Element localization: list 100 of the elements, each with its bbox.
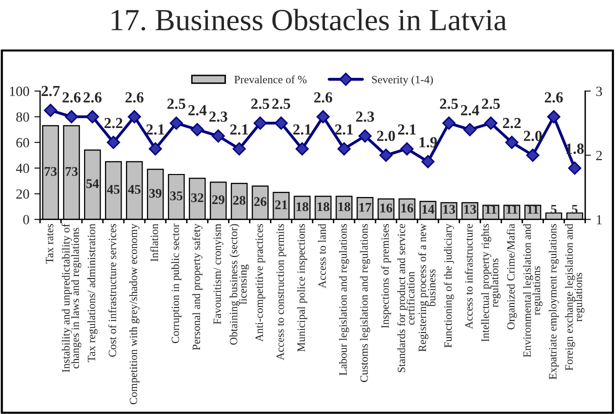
y-tick-label: 20: [16, 189, 30, 199]
x-tick-label: Access to construction permits: [276, 224, 286, 360]
data-label: 2.7: [42, 86, 60, 96]
data-label: 2.6: [125, 92, 144, 103]
data-label: 2.1: [335, 124, 353, 135]
x-tick-label: Competition with grey/shadow economy: [129, 224, 140, 404]
data-label: 2.1: [293, 124, 311, 135]
data-label: 13: [443, 204, 456, 214]
x-tick-label: Expatriate employment regulations: [548, 224, 559, 380]
point: [526, 148, 540, 162]
point: [64, 110, 78, 124]
x-tick-label: Customs legislation and regulations: [360, 224, 370, 382]
x-tick-label: Environmental legislation and regulations: [523, 224, 543, 358]
data-label: 5: [572, 204, 578, 214]
x-tick-label: Registering process of a new business: [418, 224, 436, 352]
x-tick-label: Municipal police inspections: [297, 224, 308, 352]
data-label: 2.1: [146, 124, 164, 135]
data-label: 2.6: [84, 92, 102, 103]
point: [212, 129, 225, 143]
point: [379, 148, 393, 162]
data-label: 17: [360, 202, 372, 212]
point: [337, 142, 351, 156]
x-tick-label: Labour legislation and regulations: [339, 224, 350, 376]
data-label: 2.5: [440, 98, 458, 110]
data-label: 21: [275, 200, 288, 210]
data-label: 18: [338, 202, 350, 212]
x-tick-label: Personal and property safety: [192, 224, 202, 350]
point: [296, 142, 309, 156]
data-label: 18: [318, 202, 330, 212]
y-tick-label: 80: [16, 112, 30, 122]
data-label: 2.4: [460, 105, 480, 116]
point: [547, 110, 560, 124]
chart-title: 17. Business Obstacles in Latvia: [112, 8, 507, 31]
data-label: 1.9: [420, 137, 437, 148]
y-tick-label: 0: [23, 215, 30, 224]
x-tick-label: Obtaining business (sector) licensing: [230, 224, 249, 345]
point: [44, 104, 58, 117]
data-label: 2.5: [251, 98, 270, 110]
data-label: 73: [44, 167, 57, 176]
data-label: 45: [128, 185, 141, 194]
data-label: 2.6: [314, 92, 332, 103]
point: [568, 161, 582, 175]
point: [400, 142, 414, 156]
point: [463, 122, 476, 136]
point: [86, 110, 100, 124]
data-label: 2.3: [356, 112, 374, 122]
data-label: 2.5: [272, 98, 290, 110]
x-tick-label: Standards for product and service certification: [397, 224, 414, 372]
data-label: 29: [212, 195, 224, 204]
data-label: 2.6: [62, 92, 81, 103]
x-tick-label: Inflation: [150, 224, 158, 262]
x-tick-label: Access to land: [318, 224, 326, 288]
data-label: 35: [170, 191, 182, 200]
x-tick-label: Tax rates: [46, 224, 54, 264]
point: [505, 136, 518, 150]
data-label: 11: [486, 204, 496, 214]
data-label: 39: [149, 188, 162, 198]
data-label: 2.1: [230, 124, 248, 135]
point: [190, 122, 204, 136]
point: [232, 142, 246, 156]
data-label: 32: [191, 193, 204, 202]
data-label: 13: [464, 204, 476, 214]
data-label: 2.5: [167, 98, 186, 110]
point: [128, 110, 141, 124]
data-label: 54: [86, 179, 99, 188]
x-tick-label: Cost of infrastructure services: [108, 224, 116, 357]
legend-label: Severity (1-4): [372, 75, 433, 86]
point: [421, 155, 435, 168]
point: [358, 129, 372, 143]
data-label: 2.2: [502, 118, 521, 128]
x-tick-label: Inspections of premises: [380, 224, 392, 328]
data-label: 14: [422, 204, 434, 214]
data-label: 2.4: [188, 105, 207, 116]
data-label: 26: [254, 197, 266, 206]
point: [254, 116, 267, 130]
data-label: 73: [66, 167, 78, 176]
data-label: 2.5: [482, 98, 500, 110]
x-tick-label: Intellectual property rights regulations: [481, 224, 501, 342]
y-tick-label: 40: [16, 164, 30, 174]
data-label: 2.2: [104, 118, 122, 128]
data-label: 2.6: [544, 92, 563, 103]
data-label: 2.0: [377, 130, 395, 142]
x-tick-label: Organized Crime/Mafia: [506, 224, 517, 330]
y2-tick-label: 2: [596, 150, 602, 160]
y2-tick-label: 3: [596, 86, 602, 96]
data-label: 2.3: [209, 112, 228, 122]
point: [484, 116, 498, 130]
point: [170, 116, 183, 130]
x-tick-label: Functioning of the judiciary: [444, 224, 454, 348]
data-label: 16: [380, 204, 392, 212]
x-tick-label: Anti-competitive practices: [256, 224, 266, 342]
point: [106, 136, 120, 150]
x-tick-label: Favouritism/ cronyism: [214, 224, 224, 324]
data-label: 5: [550, 204, 557, 214]
point: [148, 142, 162, 156]
x-tick-label: Foreign exchange legislation and regulations: [564, 224, 584, 370]
x-tick-label: Corruption in public sector: [171, 224, 182, 344]
data-label: 28: [233, 196, 246, 205]
data-label: 18: [296, 202, 308, 212]
x-tick-label: Tax regulations/ administration: [87, 224, 98, 362]
